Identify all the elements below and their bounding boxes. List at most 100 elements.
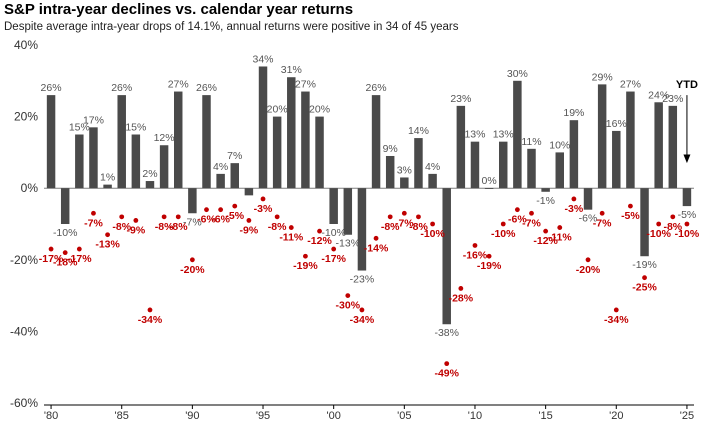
bar — [315, 116, 324, 189]
bar-value-label: 31% — [281, 64, 302, 76]
drop-series — [48, 196, 690, 367]
x-tick-label: '15 — [538, 410, 552, 422]
y-tick-label: -60% — [10, 396, 38, 410]
bar-value-label: -6% — [579, 213, 598, 225]
bar — [329, 188, 338, 224]
drop-value-label: -12% — [533, 235, 558, 247]
x-tick-label: '80 — [44, 410, 58, 422]
bar-value-label: 27% — [620, 79, 641, 91]
bar-value-label: 10% — [549, 139, 570, 151]
drop-point — [670, 214, 676, 220]
drop-point — [161, 214, 167, 220]
drop-point — [147, 307, 153, 313]
bar-value-label: 4% — [213, 161, 228, 173]
drop-value-label: -8% — [381, 221, 400, 233]
bar — [159, 145, 169, 189]
drop-value-label: -34% — [350, 314, 375, 326]
y-tick-label: -20% — [10, 253, 38, 267]
bar — [385, 155, 395, 189]
bar — [202, 95, 211, 189]
bar-value-label: 27% — [168, 79, 189, 91]
drop-point — [444, 361, 450, 367]
drop-value-label: -18% — [53, 257, 78, 269]
chart-subtitle: Despite average intra-year drops of 14.1… — [4, 21, 459, 33]
bar-value-label: -10% — [53, 227, 78, 239]
drop-point — [656, 221, 662, 227]
bar-value-label: 16% — [606, 118, 627, 130]
drop-point — [543, 228, 549, 234]
bar-value-label: 4% — [425, 161, 440, 173]
bar-value-label: 20% — [309, 104, 330, 116]
drop-point — [401, 210, 407, 216]
drop-point — [91, 210, 96, 216]
drop-point — [218, 207, 224, 213]
bar — [272, 116, 282, 189]
drop-point — [317, 228, 322, 234]
bar — [287, 77, 296, 189]
bar-value-label: 1% — [100, 172, 115, 184]
drop-point — [373, 235, 379, 241]
drop-value-label: -3% — [254, 203, 273, 215]
drop-point — [458, 286, 464, 291]
drop-value-label: -10% — [646, 228, 671, 240]
y-tick-label: 40% — [14, 38, 38, 52]
drop-point — [529, 210, 534, 216]
bar — [527, 148, 536, 189]
bar — [46, 95, 56, 189]
drop-value-label: -49% — [434, 368, 459, 380]
bar — [174, 91, 183, 189]
bar-value-label: 13% — [464, 129, 485, 141]
bar — [583, 188, 593, 210]
drop-value-label: -34% — [604, 314, 629, 326]
x-tick-label: '20 — [609, 410, 623, 422]
drop-value-label: -25% — [632, 282, 657, 294]
y-tick-label: 20% — [14, 110, 38, 124]
drop-value-label: -19% — [477, 260, 502, 272]
drop-value-label: -20% — [576, 264, 601, 276]
bar-value-label: -23% — [350, 274, 375, 286]
drop-point — [232, 203, 238, 209]
bar-value-label: 24% — [648, 89, 669, 101]
ytd-annotation: YTD — [676, 79, 698, 164]
drop-point — [76, 246, 82, 252]
drop-point — [557, 225, 563, 230]
bar — [541, 188, 550, 192]
bar-value-label: 19% — [563, 107, 584, 119]
drop-value-label: -8% — [268, 221, 287, 233]
bar-value-label: 26% — [366, 82, 387, 94]
bar — [216, 173, 225, 189]
drop-value-label: -8% — [169, 221, 188, 233]
y-tick-label: 0% — [21, 181, 39, 195]
bar — [60, 188, 70, 224]
bar — [456, 105, 466, 189]
bar — [499, 141, 508, 189]
bar-value-label: -5% — [678, 209, 697, 221]
bar — [668, 105, 678, 189]
x-tick-label: '00 — [327, 410, 341, 422]
bar-value-label: 12% — [154, 132, 175, 144]
bar-value-label: 34% — [253, 53, 274, 65]
drop-value-label: -8% — [663, 221, 682, 233]
drop-point — [175, 214, 181, 220]
drop-point — [331, 246, 337, 252]
x-tick-label: '95 — [256, 410, 270, 422]
drop-value-label: -7% — [593, 217, 612, 229]
bar-value-label: 26% — [41, 82, 62, 94]
drop-point — [345, 293, 351, 298]
drop-value-label: -16% — [463, 249, 488, 261]
bar-value-label: -38% — [434, 327, 459, 339]
drop-point — [613, 307, 619, 313]
drop-value-label: -6% — [197, 214, 216, 226]
drop-point — [599, 210, 605, 216]
drop-value-label: -5% — [225, 210, 244, 222]
drop-value-label: -8% — [409, 221, 428, 233]
bar-value-label: 20% — [267, 104, 288, 116]
drop-value-label: -17% — [321, 253, 346, 265]
drop-point — [48, 246, 54, 252]
drop-value-label: -17% — [67, 253, 92, 265]
bar-value-label: -1% — [536, 195, 555, 207]
drop-point — [472, 243, 478, 248]
bar — [428, 173, 437, 189]
bar — [131, 134, 141, 189]
